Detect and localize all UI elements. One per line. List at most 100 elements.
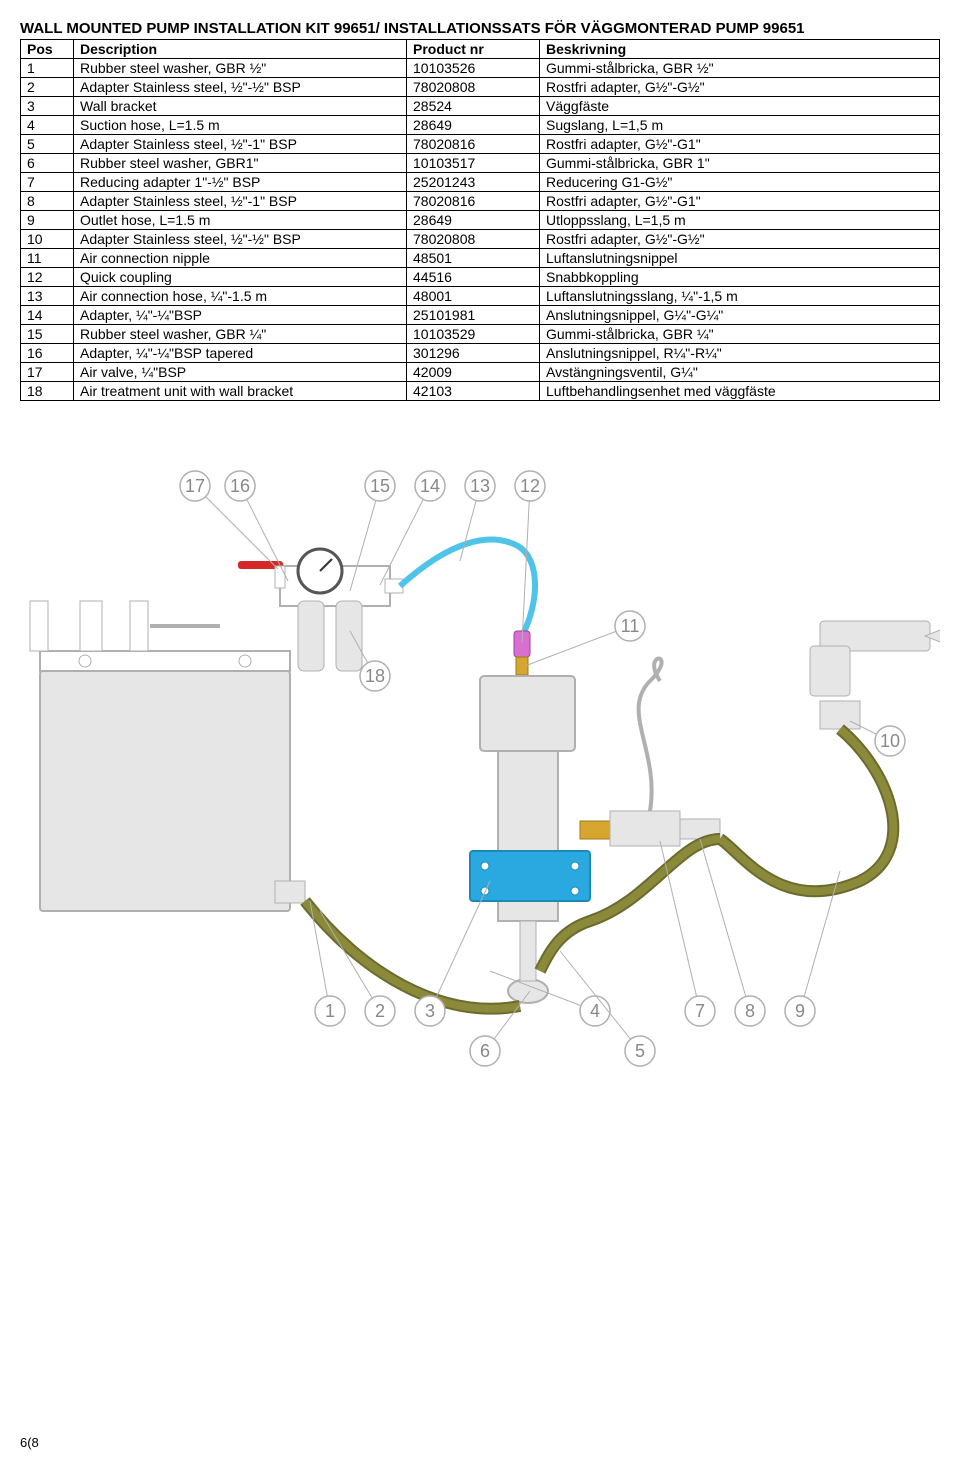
table-cell: 12 [21,268,74,287]
table-cell: 28649 [407,116,540,135]
table-cell: 42103 [407,382,540,401]
table-cell: 78020816 [407,135,540,154]
table-row: 5Adapter Stainless steel, ½"-1" BSP78020… [21,135,940,154]
table-cell: Air connection hose, ¼"-1.5 m [74,287,407,306]
table-cell: Adapter Stainless steel, ½"-1" BSP [74,192,407,211]
table-cell: Wall bracket [74,97,407,116]
table-cell: Suction hose, L=1.5 m [74,116,407,135]
table-cell: Reducing adapter 1"-½" BSP [74,173,407,192]
svg-text:1: 1 [325,1001,335,1021]
table-row: 11Air connection nipple48501Luftanslutni… [21,249,940,268]
table-cell: 78020816 [407,192,540,211]
table-cell: 78020808 [407,230,540,249]
table-cell: 10103529 [407,325,540,344]
page-number: 6(8 [20,1435,39,1450]
table-row: 1Rubber steel washer, GBR ½"10103526Gumm… [21,59,940,78]
table-row: 9Outlet hose, L=1.5 m28649Utloppsslang, … [21,211,940,230]
table-cell: Rubber steel washer, GBR1" [74,154,407,173]
svg-text:6: 6 [480,1041,490,1061]
table-cell: Air connection nipple [74,249,407,268]
table-cell: Luftbehandlingsenhet med väggfäste [540,382,940,401]
table-cell: Adapter Stainless steel, ½"-½" BSP [74,230,407,249]
parts-table: Pos Description Product nr Beskrivning 1… [20,39,940,401]
table-cell: Rostfri adapter, G½"-G½" [540,230,940,249]
svg-text:15: 15 [370,476,390,496]
table-cell: 13 [21,287,74,306]
table-row: 13Air connection hose, ¼"-1.5 m48001Luft… [21,287,940,306]
table-cell: 25101981 [407,306,540,325]
table-row: 15Rubber steel washer, GBR ¼"10103529Gum… [21,325,940,344]
table-cell: Rostfri adapter, G½"-G1" [540,192,940,211]
installation-diagram: 171615141312181110123478965 [20,451,940,1071]
svg-text:9: 9 [795,1001,805,1021]
col-besk: Beskrivning [540,40,940,59]
table-row: 12Quick coupling44516Snabbkoppling [21,268,940,287]
table-row: 18Air treatment unit with wall bracket42… [21,382,940,401]
svg-text:10: 10 [880,731,900,751]
table-cell: Luftanslutningsnippel [540,249,940,268]
svg-text:5: 5 [635,1041,645,1061]
table-row: 4Suction hose, L=1.5 m28649Sugslang, L=1… [21,116,940,135]
table-row: 3Wall bracket28524Väggfäste [21,97,940,116]
table-cell: 48501 [407,249,540,268]
table-cell: 14 [21,306,74,325]
svg-text:16: 16 [230,476,250,496]
table-cell: 2 [21,78,74,97]
table-cell: 9 [21,211,74,230]
col-prod: Product nr [407,40,540,59]
table-cell: 301296 [407,344,540,363]
table-row: 7Reducing adapter 1"-½" BSP25201243Reduc… [21,173,940,192]
svg-text:3: 3 [425,1001,435,1021]
table-cell: 4 [21,116,74,135]
table-cell: 11 [21,249,74,268]
svg-text:4: 4 [590,1001,600,1021]
table-cell: Air treatment unit with wall bracket [74,382,407,401]
table-cell: 1 [21,59,74,78]
table-cell: 6 [21,154,74,173]
page-title: WALL MOUNTED PUMP INSTALLATION KIT 99651… [20,20,940,37]
table-cell: Anslutningsnippel, G¼"-G¼" [540,306,940,325]
svg-text:18: 18 [365,666,385,686]
table-cell: Outlet hose, L=1.5 m [74,211,407,230]
svg-text:17: 17 [185,476,205,496]
table-cell: Utloppsslang, L=1,5 m [540,211,940,230]
table-cell: Air valve, ¼"BSP [74,363,407,382]
table-cell: 10103517 [407,154,540,173]
table-cell: Rubber steel washer, GBR ½" [74,59,407,78]
table-cell: 78020808 [407,78,540,97]
table-cell: Adapter Stainless steel, ½"-½" BSP [74,78,407,97]
table-cell: 10103526 [407,59,540,78]
table-cell: 25201243 [407,173,540,192]
table-row: 16Adapter, ¼"-¼"BSP tapered301296Anslutn… [21,344,940,363]
table-cell: 17 [21,363,74,382]
svg-text:14: 14 [420,476,440,496]
table-row: 10Adapter Stainless steel, ½"-½" BSP7802… [21,230,940,249]
table-cell: Gummi-stålbricka, GBR ½" [540,59,940,78]
table-cell: Adapter Stainless steel, ½"-1" BSP [74,135,407,154]
table-cell: Sugslang, L=1,5 m [540,116,940,135]
table-cell: Rubber steel washer, GBR ¼" [74,325,407,344]
table-cell: 8 [21,192,74,211]
table-cell: 28649 [407,211,540,230]
table-cell: Snabbkoppling [540,268,940,287]
svg-text:11: 11 [621,616,640,636]
table-cell: 7 [21,173,74,192]
svg-text:2: 2 [375,1001,385,1021]
table-cell: 3 [21,97,74,116]
table-row: 17Air valve, ¼"BSP42009Avstängningsventi… [21,363,940,382]
table-cell: 28524 [407,97,540,116]
table-cell: 42009 [407,363,540,382]
table-cell: Avstängningsventil, G¼" [540,363,940,382]
table-row: 2Adapter Stainless steel, ½"-½" BSP78020… [21,78,940,97]
table-cell: 15 [21,325,74,344]
svg-text:12: 12 [520,476,540,496]
table-row: 6Rubber steel washer, GBR1"10103517Gummi… [21,154,940,173]
svg-text:8: 8 [745,1001,755,1021]
table-cell: Gummi-stålbricka, GBR ¼" [540,325,940,344]
table-cell: 48001 [407,287,540,306]
table-cell: Anslutningsnippel, R¼"-R¼" [540,344,940,363]
table-cell: 16 [21,344,74,363]
table-cell: 44516 [407,268,540,287]
svg-text:13: 13 [470,476,490,496]
table-cell: 5 [21,135,74,154]
